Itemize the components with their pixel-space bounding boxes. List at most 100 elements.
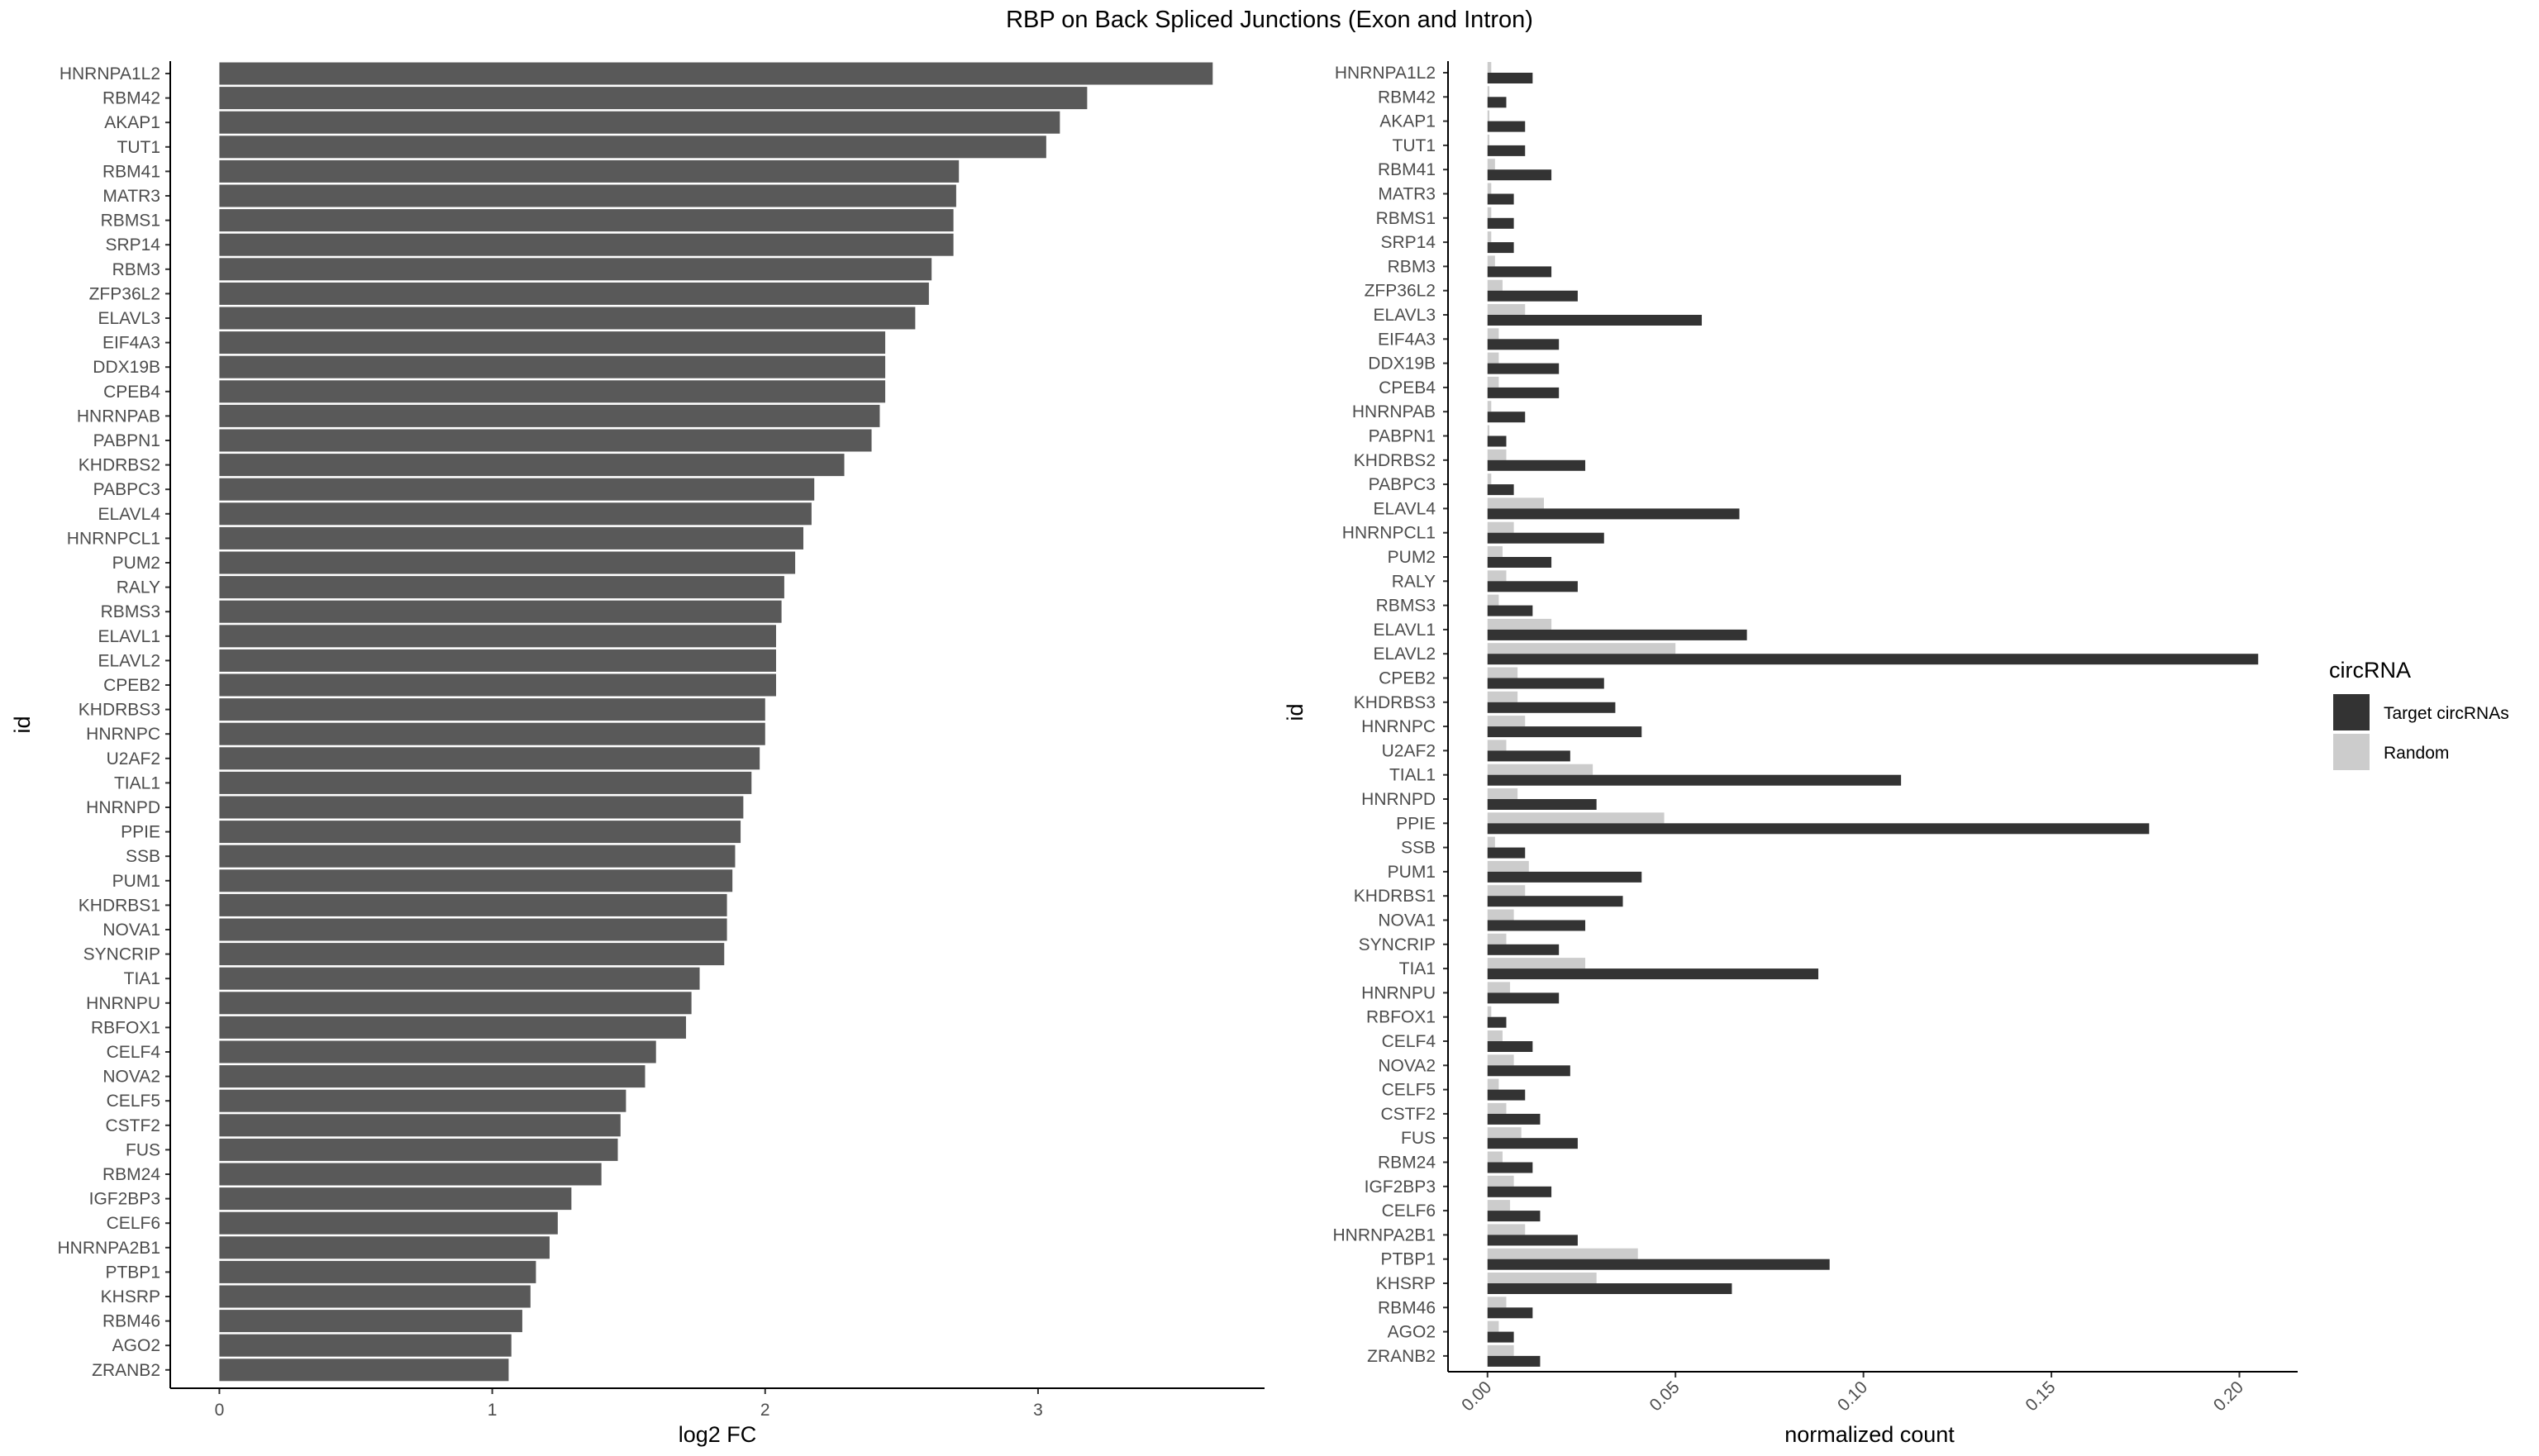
left-x-ticks: 0 1 2 3 <box>215 1388 1043 1420</box>
target-bar-hnrnpcl1 <box>1487 532 1604 544</box>
target-bar-hnrnpu <box>1487 992 1560 1004</box>
log2fc-bar-khdrbs2 <box>219 454 845 477</box>
log2fc-bar-cpeb2 <box>219 673 776 697</box>
right-y-label-ppie: PPIE <box>1396 814 1436 833</box>
left-y-label-cstf2: CSTF2 <box>105 1116 160 1135</box>
left-x-tick-label-2: 2 <box>760 1401 770 1420</box>
log2fc-bar-rbm42 <box>219 87 1088 110</box>
target-bar-pabpn1 <box>1487 435 1507 447</box>
log2fc-bar-hnrnpu <box>219 992 692 1015</box>
left-y-label-rbm46: RBM46 <box>102 1312 160 1331</box>
right-y-label-srp14: SRP14 <box>1380 233 1436 252</box>
target-bar-khdrbs2 <box>1487 459 1586 471</box>
left-y-label-rbfox1: RBFOX1 <box>91 1018 160 1037</box>
right-y-label-zfp36l2: ZFP36L2 <box>1365 282 1436 301</box>
left-y-label-elavl1: ELAVL1 <box>98 627 161 646</box>
left-y-label-celf6: CELF6 <box>107 1214 160 1233</box>
random-bar-ppie <box>1487 812 1665 824</box>
log2fc-bar-tial1 <box>219 771 752 794</box>
left-y-label-rbm42: RBM42 <box>102 89 160 108</box>
left-y-label-u2af2: U2AF2 <box>107 749 160 768</box>
random-bar-rbm46 <box>1487 1297 1507 1308</box>
right-y-label-hnrnpa2b1: HNRNPA2B1 <box>1333 1225 1436 1244</box>
target-bar-eif4a3 <box>1487 339 1560 350</box>
random-bar-ago2 <box>1487 1320 1499 1332</box>
random-bar-ddx19b <box>1487 352 1499 364</box>
random-bar-hnrnpu <box>1487 982 1511 993</box>
left-y-label-matr3: MATR3 <box>102 187 160 206</box>
random-bar-syncrip <box>1487 933 1507 944</box>
random-bar-celf6 <box>1487 1200 1511 1211</box>
left-y-label-celf4: CELF4 <box>107 1043 161 1062</box>
left-y-label-ptbp1: PTBP1 <box>105 1263 160 1282</box>
right-x-tick-label-0: 0.00 <box>1458 1377 1495 1415</box>
target-bar-tia1 <box>1487 968 1819 980</box>
random-bar-tut1 <box>1487 134 1490 145</box>
left-y-tick-labels: HNRNPA1L2 RBM42 AKAP1 TUT1 RBM41 MATR3 RBMS1 SR… <box>58 64 170 1380</box>
right-y-label-khdrbs1: KHDRBS1 <box>1354 887 1436 906</box>
target-bar-khdrbs3 <box>1487 702 1616 713</box>
random-bar-fus <box>1487 1127 1522 1139</box>
random-bar-ptbp1 <box>1487 1248 1638 1259</box>
random-bar-srp14 <box>1487 231 1492 243</box>
log2fc-bar-zfp36l2 <box>219 282 929 305</box>
right-y-label-rbfox1: RBFOX1 <box>1366 1008 1436 1027</box>
left-y-label-khdrbs2: KHDRBS2 <box>79 456 160 475</box>
random-bar-elavl2 <box>1487 643 1676 654</box>
log2fc-bar-pum2 <box>219 551 796 574</box>
left-y-label-khsrp: KHSRP <box>101 1287 160 1306</box>
random-bar-eif4a3 <box>1487 328 1499 340</box>
left-y-label-hnrnpa1l2: HNRNPA1L2 <box>60 64 160 83</box>
target-bar-nova2 <box>1487 1065 1570 1077</box>
left-y-label-rbm24: RBM24 <box>102 1165 160 1184</box>
log2fc-bars <box>219 62 1213 1382</box>
target-bar-fus <box>1487 1138 1578 1149</box>
random-bar-khdrbs3 <box>1487 691 1518 702</box>
right-y-label-tia1: TIA1 <box>1399 959 1436 978</box>
target-bar-igf2bp3 <box>1487 1186 1552 1197</box>
left-y-label-elavl4: ELAVL4 <box>98 505 161 524</box>
right-y-axis-title: id <box>1283 703 1308 721</box>
left-x-tick-label-3: 3 <box>1033 1401 1043 1420</box>
log2fc-bar-rbms3 <box>219 600 782 623</box>
right-y-label-pabpc3: PABPC3 <box>1369 475 1436 494</box>
random-bar-celf4 <box>1487 1030 1503 1041</box>
right-x-tick-label-4: 0.20 <box>2210 1377 2247 1415</box>
normalized-count-bar-chart: HNRNPA1L2 RBM42 AKAP1 TUT1 RBM41 MATR3 RBMS1 SR… <box>1283 61 2298 1447</box>
left-y-label-rbms1: RBMS1 <box>101 212 160 231</box>
legend-label-target: Target circRNAs <box>2384 704 2509 723</box>
left-y-label-ssb: SSB <box>126 847 160 866</box>
target-bar-hnrnpd <box>1487 799 1597 810</box>
log2fc-bar-ddx19b <box>219 355 886 378</box>
random-bar-pabpn1 <box>1487 425 1490 436</box>
left-y-label-ppie: PPIE <box>121 823 160 842</box>
random-bar-rbm24 <box>1487 1151 1503 1163</box>
target-bar-cstf2 <box>1487 1113 1541 1125</box>
target-bar-raly <box>1487 581 1578 592</box>
random-bar-khdrbs1 <box>1487 885 1526 897</box>
left-y-label-akap1: AKAP1 <box>104 113 160 132</box>
log2fc-bar-tut1 <box>219 136 1046 159</box>
log2fc-bar-nova2 <box>219 1065 645 1088</box>
legend-key-target <box>2333 694 2370 730</box>
target-bar-khsrp <box>1487 1283 1732 1294</box>
log2fc-bar-ppie <box>219 821 741 844</box>
random-bar-celf5 <box>1487 1078 1499 1090</box>
right-y-label-celf5: CELF5 <box>1382 1081 1436 1100</box>
right-y-label-hnrnpa1l2: HNRNPA1L2 <box>1335 64 1436 83</box>
left-y-label-ddx19b: DDX19B <box>93 358 160 377</box>
left-y-label-hnrnpu: HNRNPU <box>86 994 160 1013</box>
right-y-label-fus: FUS <box>1401 1129 1436 1148</box>
target-bar-srp14 <box>1487 242 1514 254</box>
right-y-label-syncrip: SYNCRIP <box>1359 935 1436 954</box>
right-y-label-elavl2: ELAVL2 <box>1374 645 1436 664</box>
left-y-label-eif4a3: EIF4A3 <box>102 334 160 353</box>
log2fc-bar-rbfox1 <box>219 1016 687 1039</box>
random-bar-elavl3 <box>1487 304 1526 315</box>
target-bar-rbm46 <box>1487 1307 1533 1319</box>
log2fc-bar-hnrnpd <box>219 796 744 819</box>
log2fc-bar-pum1 <box>219 869 733 892</box>
random-bar-akap1 <box>1487 110 1490 121</box>
right-y-label-rbm42: RBM42 <box>1378 88 1436 107</box>
left-y-label-rbms3: RBMS3 <box>101 602 160 621</box>
